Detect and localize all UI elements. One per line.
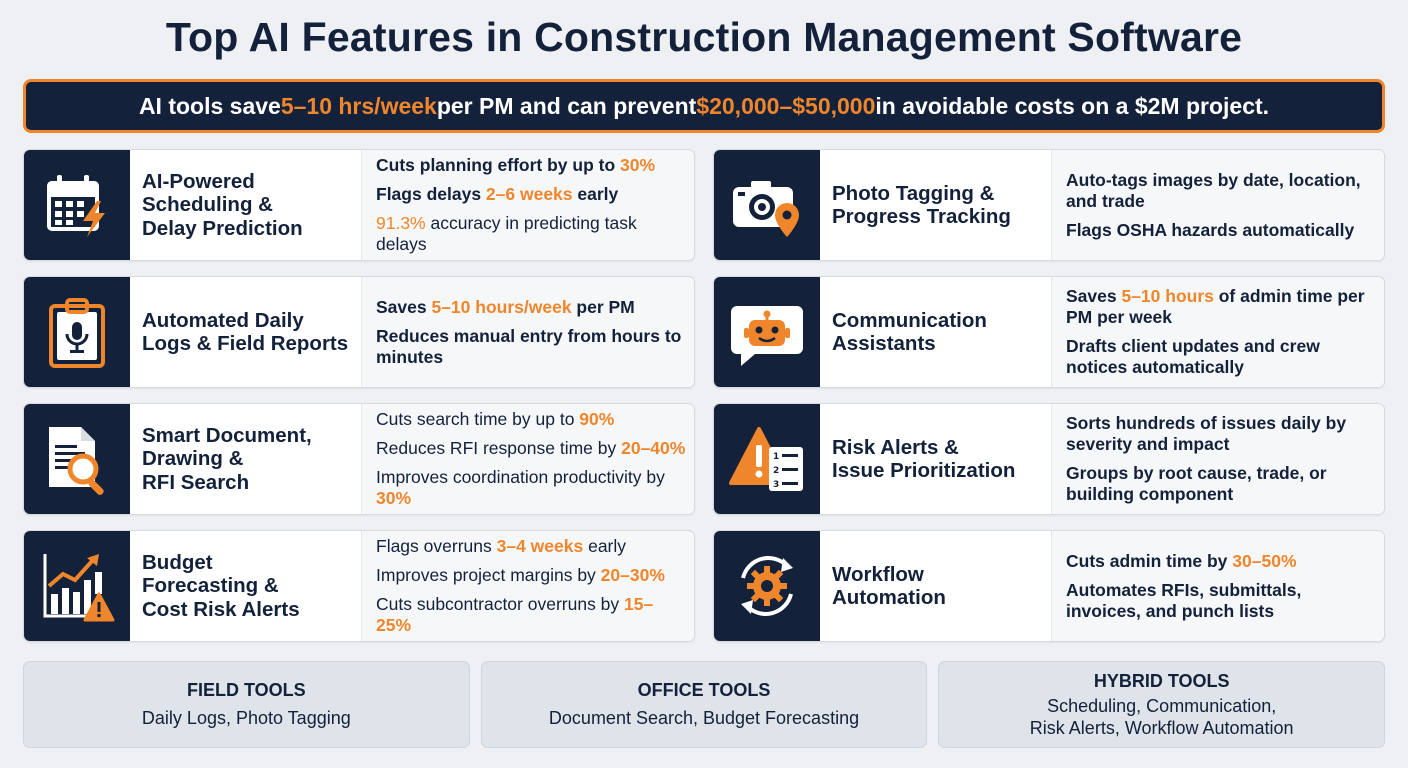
banner-highlight-hours: 5–10 hrs/week (280, 92, 437, 119)
feature-card-photo-tagging: Photo Tagging & Progress Tracking Auto-t… (713, 149, 1385, 261)
tool-category-title: FIELD TOOLS (187, 680, 306, 700)
fact: Flags overruns 3–4 weeks early (376, 536, 627, 556)
banner-text-2: per PM and can prevent (436, 92, 697, 119)
fact: Drafts client updates and crew notices a… (1066, 336, 1320, 377)
feature-facts: Saves 5–10 hours/week per PM Reduces man… (361, 277, 694, 387)
tool-category-list: Document Search, Budget Forecasting (548, 708, 860, 728)
chat-robot-icon (714, 277, 820, 387)
banner-text-3: in avoidable costs on a $2M project. (875, 92, 1270, 119)
calendar-lightning-icon (24, 150, 130, 260)
feature-name: Smart Document, Drawing & RFI Search (142, 423, 312, 494)
feature-facts: Cuts planning effort by up to 30% Flags … (361, 150, 694, 260)
feature-name: Budget Forecasting & Cost Risk Alerts (142, 550, 300, 621)
fact: Cuts planning effort by up to 30% (376, 155, 656, 175)
page-title: Top AI Features in Construction Manageme… (165, 14, 1243, 60)
feature-card-risk-alerts: 1 2 3 Risk Alerts & Issue Prioritization S… (713, 403, 1385, 515)
tool-category-title: OFFICE TOOLS (637, 680, 771, 700)
fact: Flags delays 2–6 weeks early (376, 184, 619, 204)
feature-facts: Flags overruns 3–4 weeks early Improves … (361, 531, 694, 641)
gear-cycle-icon (714, 531, 820, 641)
feature-name: Workflow Automation (832, 562, 946, 610)
tool-category-list: Scheduling, Communication, Risk Alerts, … (1029, 695, 1294, 738)
fact: Groups by root cause, trade, or building… (1066, 463, 1327, 504)
fact: Cuts admin time by 30–50% (1066, 550, 1297, 571)
fact: 91.3% accuracy in predicting task delays (376, 213, 637, 254)
feature-facts: Sorts hundreds of issues daily by severi… (1051, 404, 1384, 514)
feature-card-communication: Communication Assistants Saves 5–10 hour… (713, 276, 1385, 388)
fact: Reduces RFI response time by 20–40% (376, 438, 686, 458)
tool-categories: FIELD TOOLS Daily Logs, Photo Tagging OF… (23, 661, 1386, 748)
warning-checklist-icon: 1 2 3 (714, 404, 820, 514)
svg-text:3: 3 (773, 480, 779, 490)
field-tools-panel: FIELD TOOLS Daily Logs, Photo Tagging (23, 661, 470, 748)
feature-card-scheduling: AI-Powered Scheduling & Delay Prediction… (23, 149, 695, 261)
feature-name: Automated Daily Logs & Field Reports (142, 308, 349, 356)
feature-name: Photo Tagging & Progress Tracking (832, 181, 1011, 229)
feature-card-workflow-automation: Workflow Automation Cuts admin time by 3… (713, 530, 1385, 642)
summary-banner: AI tools save 5–10 hrs/week per PM and c… (23, 79, 1385, 133)
feature-name: AI-Powered Scheduling & Delay Prediction (142, 169, 303, 240)
fact: Cuts search time by up to 90% (376, 409, 615, 429)
fact: Improves coordination productivity by 30… (376, 467, 665, 508)
banner-highlight-cost: $20,000–$50,000 (696, 92, 876, 119)
fact: Improves project margins by 20–30% (376, 565, 665, 585)
feature-card-daily-logs: Automated Daily Logs & Field Reports Sav… (23, 276, 695, 388)
banner-text-1: AI tools save (138, 92, 281, 119)
document-search-icon (24, 404, 130, 514)
office-tools-panel: OFFICE TOOLS Document Search, Budget For… (480, 661, 928, 748)
svg-text:2: 2 (773, 466, 779, 476)
feature-facts: Auto-tags images by date, location, and … (1051, 150, 1384, 260)
feature-card-document-search: Smart Document, Drawing & RFI Search Cut… (23, 403, 695, 515)
chart-warning-icon (24, 531, 130, 641)
fact: Automates RFIs, submittals, invoices, an… (1066, 579, 1302, 621)
tool-category-list: Daily Logs, Photo Tagging (141, 708, 351, 728)
fact: Saves 5–10 hours/week per PM (376, 296, 635, 317)
clipboard-microphone-icon (24, 277, 130, 387)
fact: Reduces manual entry from hours to minut… (376, 325, 682, 367)
fact: Saves 5–10 hours of admin time per PM pe… (1066, 286, 1365, 327)
feature-facts: Cuts search time by up to 90% Reduces RF… (361, 404, 694, 514)
feature-card-budget-forecasting: Budget Forecasting & Cost Risk Alerts Fl… (23, 530, 695, 642)
fact: Auto-tags images by date, location, and … (1066, 169, 1361, 211)
feature-name: Risk Alerts & Issue Prioritization (832, 435, 1016, 483)
tool-category-title: HYBRID TOOLS (1093, 670, 1230, 691)
hybrid-tools-panel: HYBRID TOOLS Scheduling, Communication, … (938, 661, 1386, 748)
fact: Sorts hundreds of issues daily by severi… (1066, 413, 1347, 454)
feature-facts: Saves 5–10 hours of admin time per PM pe… (1051, 277, 1384, 387)
fact: Cuts subcontractor overruns by 15–25% (376, 594, 654, 635)
feature-facts: Cuts admin time by 30–50% Automates RFIs… (1051, 531, 1384, 641)
feature-name: Communication Assistants (832, 308, 987, 356)
svg-text:1: 1 (773, 452, 779, 462)
fact: Flags OSHA hazards automatically (1066, 219, 1355, 240)
camera-location-icon (714, 150, 820, 260)
